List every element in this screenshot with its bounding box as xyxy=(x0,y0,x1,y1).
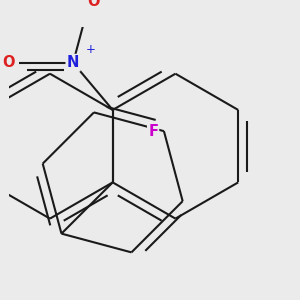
Text: O: O xyxy=(87,0,100,9)
Text: F: F xyxy=(148,124,158,139)
Text: N: N xyxy=(67,55,79,70)
Text: O: O xyxy=(3,55,15,70)
Text: −: − xyxy=(107,0,117,6)
Text: +: + xyxy=(86,43,96,56)
